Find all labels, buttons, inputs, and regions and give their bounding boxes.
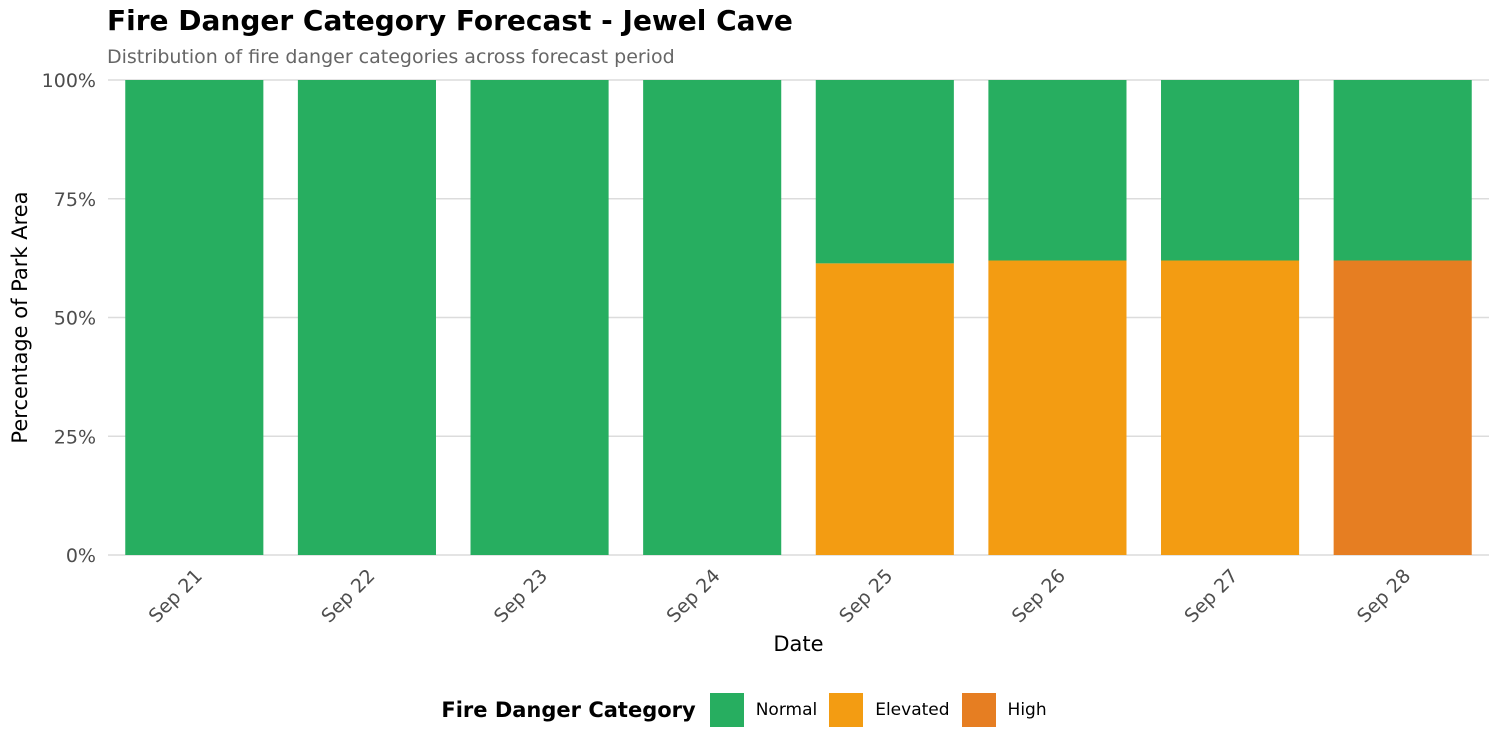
- bar-normal-2: [297, 80, 436, 555]
- bar-high-8: [1333, 260, 1472, 555]
- bar-normal-4: [643, 80, 782, 555]
- x-tick-label: Sep 21: [145, 565, 207, 627]
- legend-label-high: High: [1007, 700, 1047, 720]
- x-tick-label: Sep 22: [317, 565, 379, 627]
- y-tick-label: 0%: [66, 545, 96, 567]
- y-tick-label: 25%: [54, 426, 96, 448]
- legend-swatch-normal: [709, 693, 744, 727]
- legend-swatch-high: [961, 693, 996, 727]
- bar-normal-5: [815, 80, 954, 264]
- chart-subtitle: Distribution of fire danger categories a…: [107, 46, 675, 68]
- legend-item-elevated: Elevated: [829, 693, 950, 727]
- legend: Fire Danger Category Normal Elevated Hig…: [0, 692, 1500, 728]
- legend-label-normal: Normal: [755, 700, 818, 720]
- legend-item-high: High: [961, 693, 1047, 727]
- x-tick-label: Sep 28: [1353, 565, 1415, 627]
- bar-normal-6: [988, 80, 1127, 261]
- y-tick-label: 75%: [54, 189, 96, 211]
- x-tick-label: Sep 27: [1180, 565, 1242, 627]
- bar-elevated-5: [815, 263, 954, 555]
- bar-elevated-6: [988, 260, 1127, 555]
- bar-elevated-7: [1161, 260, 1300, 555]
- legend-title: Fire Danger Category: [441, 698, 696, 722]
- y-axis-label: Percentage of Park Area: [8, 191, 32, 443]
- legend-swatch-elevated: [829, 693, 864, 727]
- x-axis-label: Date: [773, 632, 823, 656]
- x-tick-label: Sep 25: [835, 565, 897, 627]
- bar-normal-1: [125, 80, 264, 555]
- bar-normal-3: [470, 80, 609, 555]
- x-tick-label: Sep 23: [490, 565, 552, 627]
- legend-label-elevated: Elevated: [875, 700, 950, 720]
- x-tick-label: Sep 24: [662, 565, 724, 627]
- x-tick-label: Sep 26: [1008, 565, 1070, 627]
- y-tick-label: 100%: [42, 70, 96, 92]
- bar-normal-7: [1161, 80, 1300, 261]
- bar-normal-8: [1333, 80, 1472, 261]
- legend-item-normal: Normal: [709, 693, 818, 727]
- chart-title: Fire Danger Category Forecast - Jewel Ca…: [107, 4, 793, 37]
- y-tick-label: 50%: [54, 308, 96, 330]
